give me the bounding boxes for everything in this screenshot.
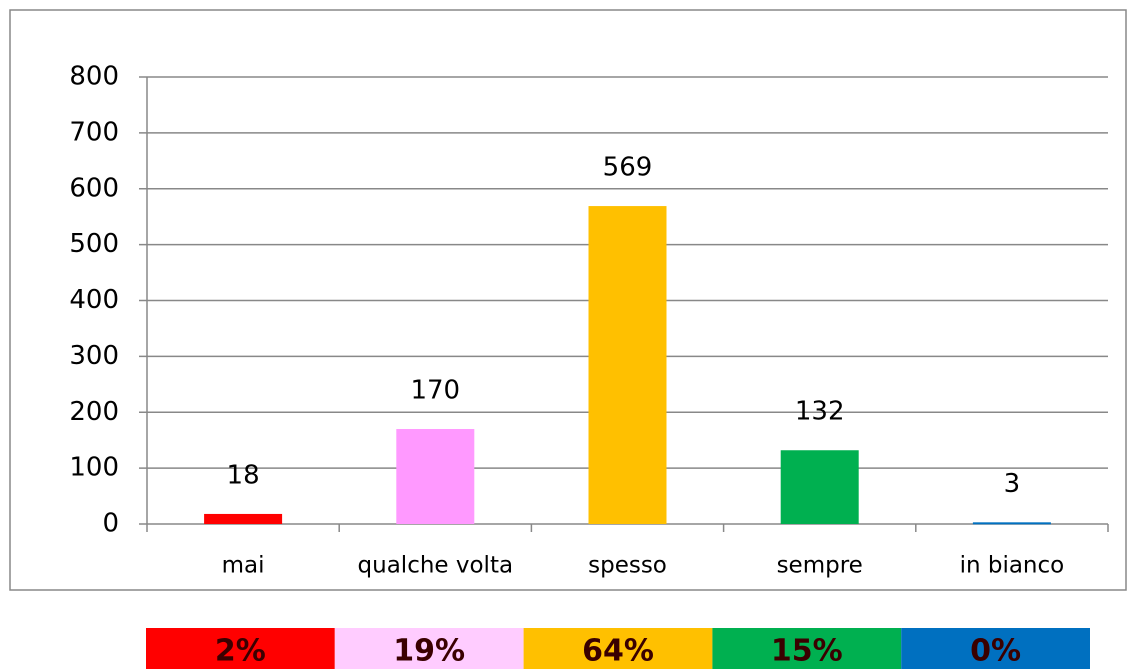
- share-cell: [334, 628, 524, 669]
- x-tick-label: qualche volta: [358, 553, 514, 579]
- y-tick-label: 600: [69, 173, 119, 203]
- x-tick-label: sempre: [777, 553, 863, 579]
- y-tick-label: 300: [69, 341, 119, 371]
- share-label: 15%: [771, 634, 843, 669]
- share-cell: [146, 628, 335, 669]
- share-label: 64%: [582, 634, 654, 669]
- y-tick-label: 200: [69, 397, 119, 427]
- bar: [780, 450, 859, 524]
- x-tick-label: mai: [222, 553, 265, 579]
- y-tick-label: 100: [69, 453, 119, 483]
- bar: [972, 522, 1051, 525]
- share-cell: [901, 628, 1090, 669]
- share-label: 2%: [215, 634, 266, 669]
- bar: [588, 206, 667, 525]
- bar: [396, 429, 475, 524]
- data-label: 569: [603, 153, 653, 183]
- share-label: 0%: [970, 634, 1021, 669]
- x-tick-label: spesso: [588, 553, 667, 579]
- y-tick-label: 700: [69, 117, 119, 147]
- y-tick-label: 500: [69, 229, 119, 259]
- share-cell: [523, 628, 713, 669]
- share-cell: [712, 628, 902, 669]
- x-tick-label: in bianco: [960, 553, 1065, 579]
- y-tick-label: 400: [69, 285, 119, 315]
- bar: [204, 513, 283, 524]
- data-label: 18: [227, 460, 260, 490]
- data-label: 170: [410, 376, 460, 406]
- y-tick-label: 0: [102, 509, 119, 539]
- y-tick-label: 800: [69, 62, 119, 92]
- share-label: 19%: [393, 634, 465, 669]
- data-label: 132: [795, 397, 845, 427]
- data-label: 3: [1004, 469, 1021, 499]
